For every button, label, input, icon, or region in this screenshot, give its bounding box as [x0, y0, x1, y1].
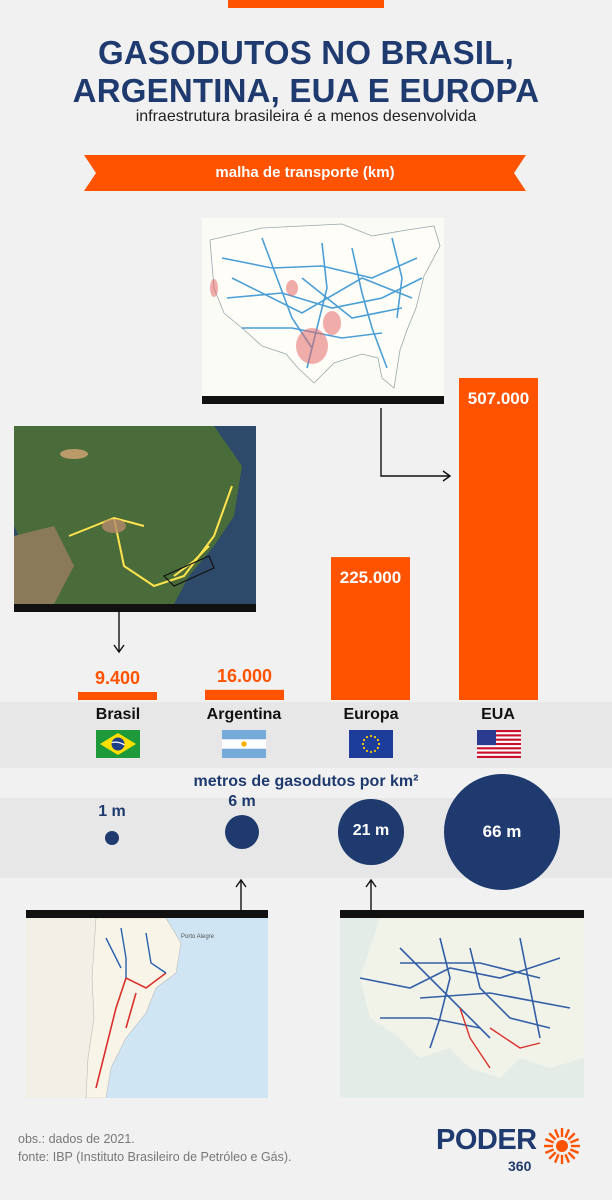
category-brasil: Brasil: [95, 706, 141, 723]
usa-map-base: [202, 396, 444, 404]
brazil-flag-icon: [96, 730, 140, 758]
brazil-pipeline-map: [14, 426, 256, 604]
top-accent-bar: [228, 0, 384, 8]
bubble-label-argentina: 6 m: [228, 792, 256, 810]
connector-arrows-top: [113, 408, 452, 654]
bar-eua: [459, 378, 538, 700]
bar-brasil: [78, 692, 157, 700]
bubble-eua: [444, 774, 560, 890]
bar-label-eua: 507.000: [468, 389, 529, 408]
bubble-label-eua: 66 m: [482, 822, 522, 841]
bubble-europa: [338, 799, 404, 865]
bubble-label-europa: 21 m: [352, 822, 390, 839]
section-banner: [84, 155, 526, 191]
bubble-argentina: [224, 814, 260, 850]
banner-label: malha de transporte (km): [215, 164, 395, 181]
europe-pipeline-map: [340, 918, 584, 1098]
bar-label-argentina: 16.000: [217, 666, 272, 686]
connector-arrows-bottom: [235, 878, 377, 912]
sun-logo-icon: [544, 1128, 580, 1164]
bar-label-brasil: 9.400: [95, 668, 140, 688]
eu-flag-icon: [349, 730, 393, 758]
poder360-logo: PODER 360: [436, 1124, 596, 1184]
page-title: GASODUTOS NO BRASIL, ARGENTINA, EUA E EU…: [0, 34, 612, 110]
bar-label-europa: 225.000: [340, 568, 401, 587]
argentina-map-base: [26, 910, 268, 918]
brazil-map-base: [14, 604, 256, 612]
bubble-brasil: [104, 830, 120, 846]
category-europa: Europa: [343, 706, 399, 723]
bar-europa: [331, 557, 410, 700]
argentina-flag-icon: [222, 730, 266, 758]
usa-flag-icon: [477, 730, 521, 758]
svg-text:Porto Alegre: Porto Alegre: [181, 934, 215, 940]
density-title: metros de gasodutos por km²: [193, 773, 419, 790]
footer-notes: obs.: dados de 2021. fonte: IBP (Institu…: [18, 1130, 292, 1166]
bar-argentina: [205, 689, 284, 700]
category-argentina: Argentina: [206, 706, 282, 723]
title-line-2: ARGENTINA, EUA E EUROPA: [72, 72, 540, 109]
bar-chart: 9.400 16.000 225.000 507.000: [78, 378, 538, 700]
argentina-pipeline-map: Porto Alegre: [26, 918, 268, 1098]
bubble-label-brasil: 1 m: [98, 802, 126, 820]
usa-pipeline-map: [202, 218, 444, 396]
category-eua: EUA: [481, 706, 515, 723]
logo-number: 360: [508, 1158, 532, 1174]
europe-map-base: [340, 910, 584, 918]
footer-source: fonte: IBP (Instituto Brasileiro de Petr…: [18, 1150, 292, 1164]
title-line-1: GASODUTOS NO BRASIL,: [98, 34, 514, 71]
footer-obs: obs.: dados de 2021.: [18, 1132, 135, 1146]
page-subtitle: infraestrutura brasileira é a menos dese…: [135, 108, 477, 125]
logo-name: PODER: [436, 1124, 537, 1156]
